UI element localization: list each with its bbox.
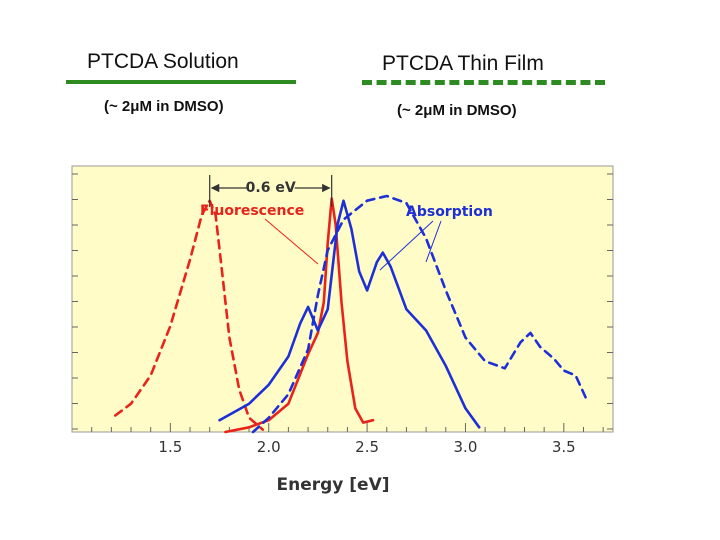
legend-solution-subtitle: (~ 2μM in DMSO)	[104, 98, 224, 115]
left-axis-ticks	[72, 173, 78, 430]
absorption-label: Absorption	[406, 204, 493, 220]
bottom-axis-ticks: 1.5 2.0 2.5 3.0 3.5	[91, 423, 604, 456]
x-tick-label: 1.5	[158, 438, 182, 456]
legend-film-subtitle: (~ 2μM in DMSO)	[397, 102, 517, 119]
absorption-pointer-solid	[379, 220, 434, 271]
legend-film-title: PTCDA Thin Film	[382, 52, 544, 75]
fluorescence-solution-curve	[224, 197, 375, 434]
x-axis-label: Energy [eV]	[276, 475, 389, 495]
gap-label-background	[246, 180, 295, 195]
right-axis-ticks	[607, 173, 613, 430]
absorption-solution-curve	[218, 199, 481, 429]
fluorescence-label: Fluorescence	[200, 203, 304, 219]
x-tick-label: 3.5	[552, 438, 576, 456]
x-tick-label: 3.0	[454, 438, 478, 456]
absorption-film-curve	[251, 194, 589, 434]
legend-solid-line	[66, 80, 296, 84]
gap-annotation: 0.6 eV	[209, 175, 333, 207]
fluorescence-pointer	[264, 218, 319, 265]
absorption-pointer-dashed	[425, 220, 442, 263]
x-tick-label: 2.5	[355, 438, 379, 456]
legend-solution-title: PTCDA Solution	[87, 50, 239, 73]
legend-dashed-line	[362, 80, 605, 85]
x-tick-label: 2.0	[257, 438, 281, 456]
gap-label: 0.6 eV	[246, 180, 296, 196]
